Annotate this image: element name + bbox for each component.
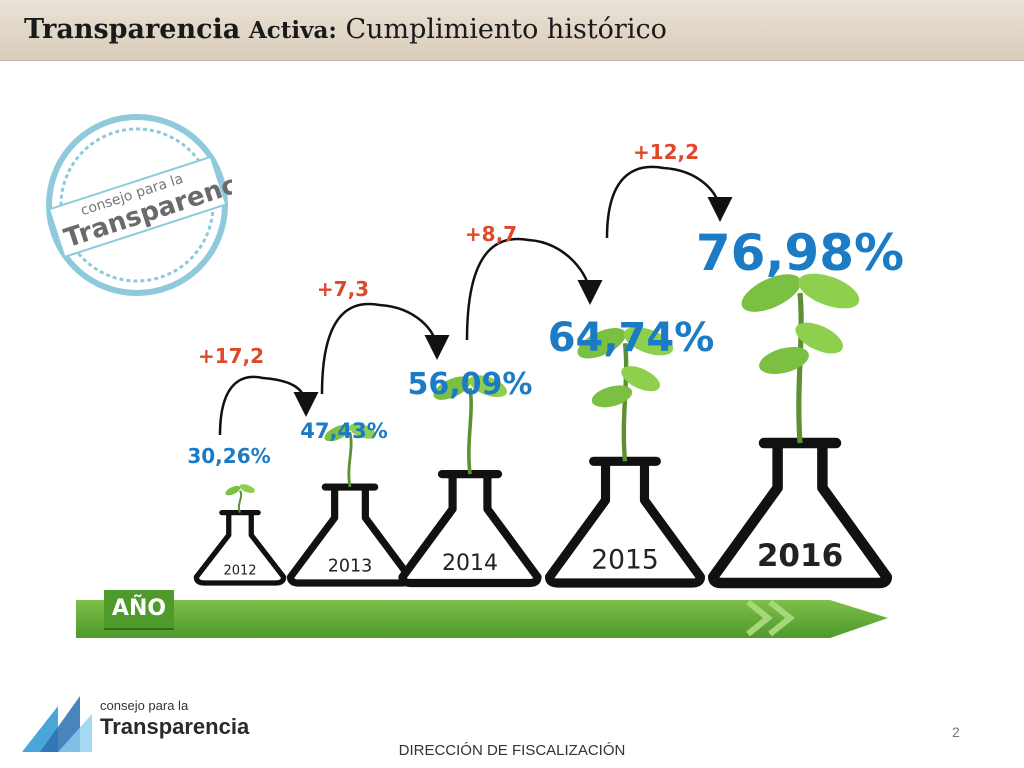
plant-2013 [324,423,376,488]
timeline-arrow [76,599,888,638]
title-part3: Cumplimiento histórico [345,14,667,45]
delta-label-2: +7,3 [317,277,369,301]
data-label-2015: 64,74% [548,315,715,361]
footer-logo-line2: Transparencia [100,714,250,739]
data-label-2012: 30,26% [187,444,270,468]
delta-label-3: +8,7 [465,222,517,246]
increase-arrow-3 [465,237,603,341]
flask-2014 [398,474,542,588]
tick-label-2012: 2012 [223,564,256,579]
data-label-2016: 76,98% [696,224,904,282]
tick-label-2014: 2014 [442,551,498,576]
tick-label-2016: 2016 [757,538,843,574]
footer-logo-icon [22,696,92,752]
tick-label-2015: 2015 [591,544,658,575]
flask-2015 [544,461,706,588]
axis-label-year: AÑO [104,590,174,628]
header-bar: Transparencia Activa: Cumplimiento histó… [0,0,1024,61]
data-label-2013: 47,43% [300,419,387,443]
footer-text: DIRECCIÓN DE FISCALIZACIÓN [398,742,626,759]
increase-arrow-1 [218,375,319,436]
plant-2012 [225,484,255,514]
title-part2: Activa: [248,17,337,44]
footer-logo: consejo para la Transparencia [18,688,249,758]
stamp-logo: consejo para la Transparencia [46,114,232,296]
flask-2016 [707,443,893,589]
flask-2012 [193,512,287,586]
data-label-2014: 56,09% [408,367,533,402]
page-title: Transparencia Activa: Cumplimiento histó… [24,14,667,45]
footer-logo-line1: consejo para la [100,698,189,713]
plant-2016 [741,273,860,444]
increase-arrow-4 [605,165,733,239]
page-number: 2 [952,724,960,740]
increase-arrow-2 [320,302,450,395]
plant-2014 [433,375,508,475]
delta-label-1: +17,2 [198,344,264,368]
title-part1: Transparencia [24,14,241,45]
delta-label-4: +12,2 [633,140,699,164]
tick-label-2013: 2013 [328,556,373,576]
plant-2015 [577,327,674,462]
